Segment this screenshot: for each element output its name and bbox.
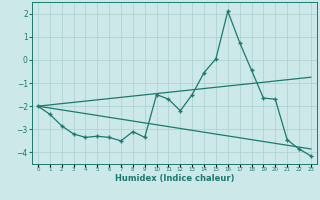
X-axis label: Humidex (Indice chaleur): Humidex (Indice chaleur) [115,174,234,183]
